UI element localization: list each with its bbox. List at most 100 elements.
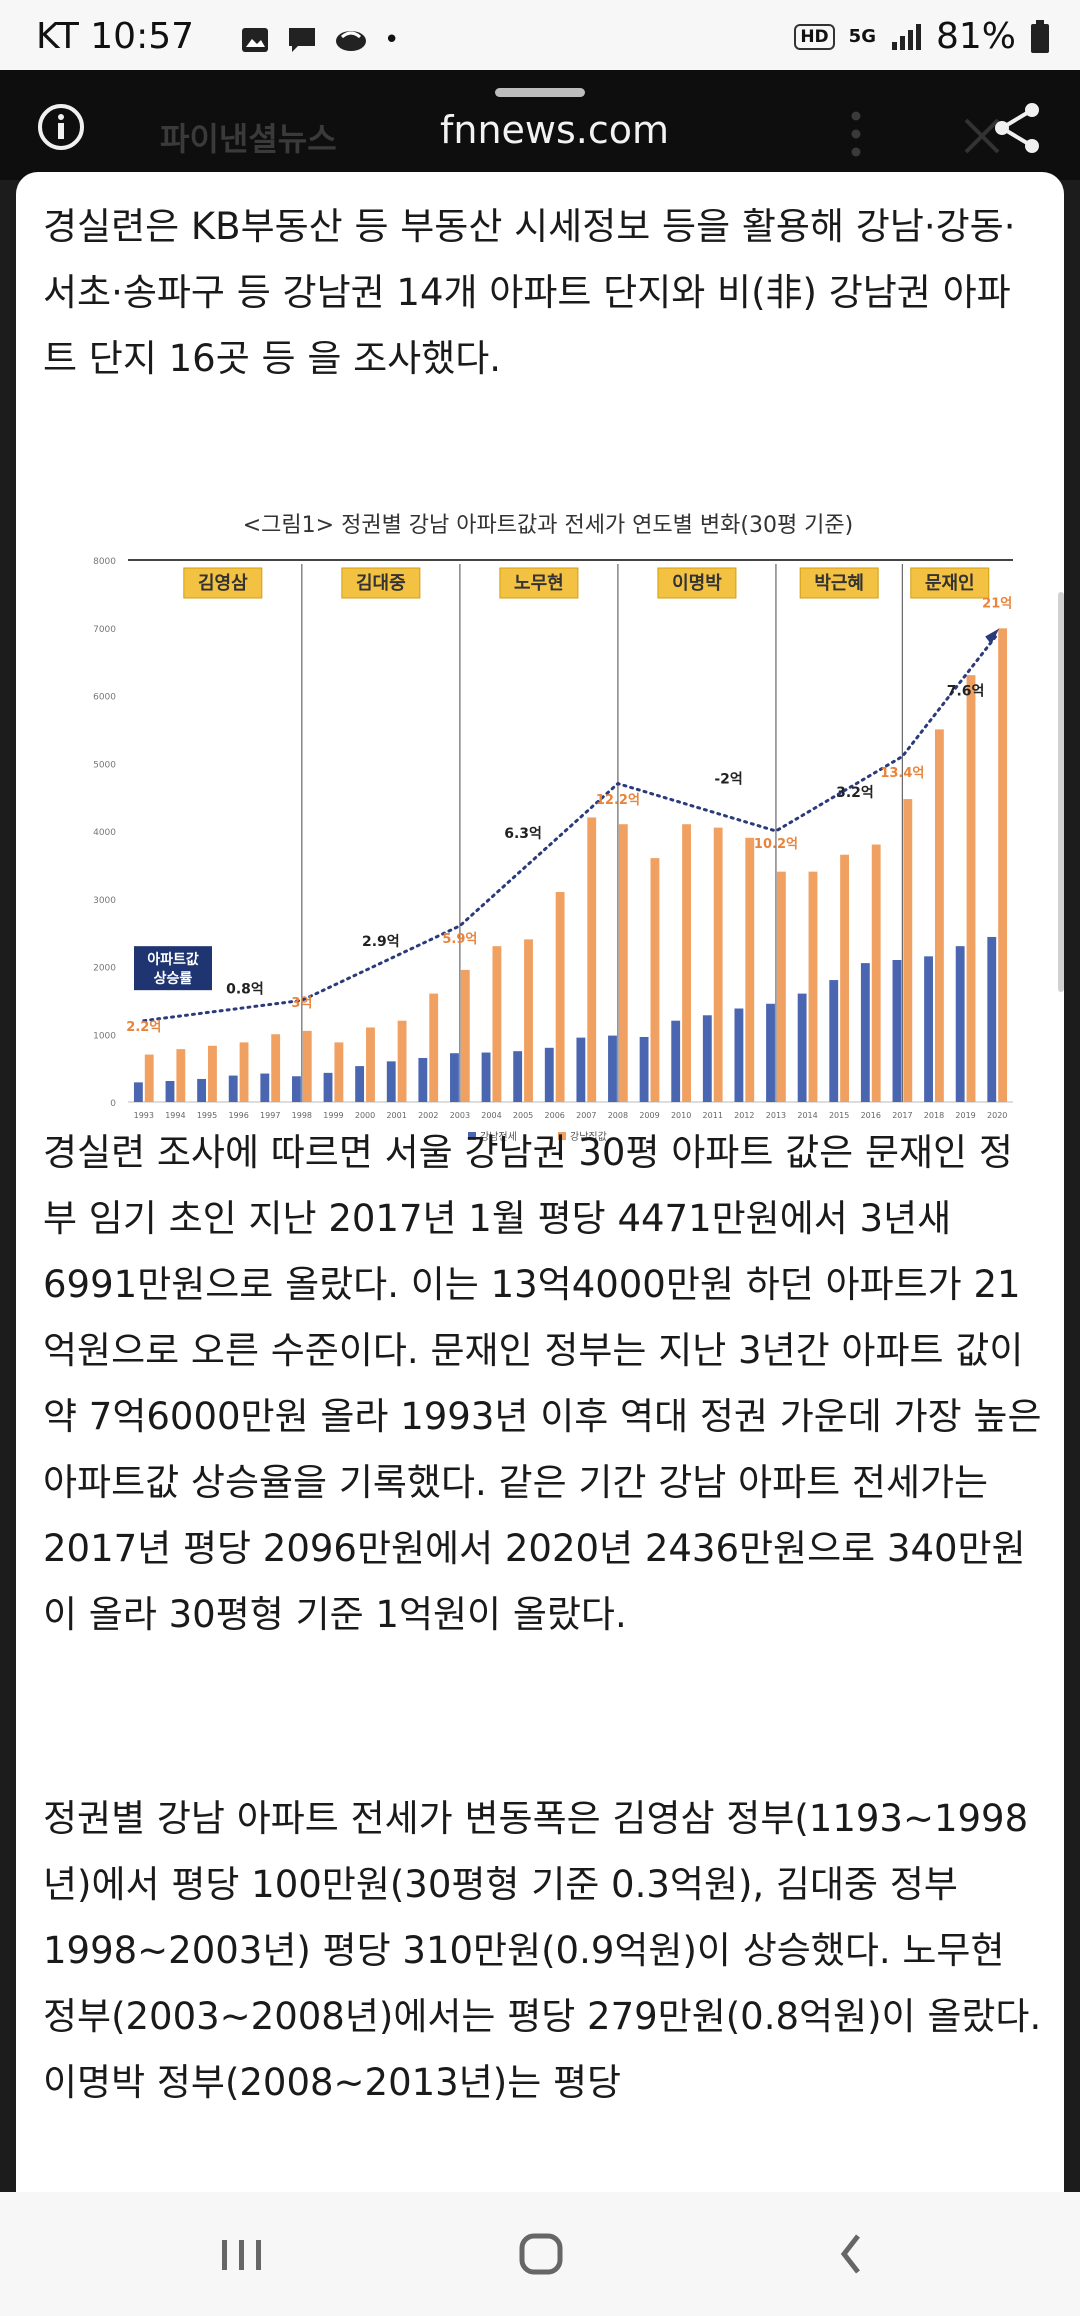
x-tick-label: 2016: [861, 1111, 881, 1120]
bar-jeonse: [576, 1037, 586, 1102]
home-icon[interactable]: [518, 2222, 566, 2282]
era-label: 이명박: [672, 573, 722, 594]
era-box: [910, 567, 990, 599]
bar-jeonse: [766, 1003, 775, 1102]
more-notifications-dot: •: [384, 25, 400, 55]
gain-label: 3.2억: [836, 785, 874, 801]
bar-jeonse: [291, 1076, 301, 1102]
bar-jeonse: [386, 1061, 396, 1102]
x-tick-label: 1993: [134, 1111, 154, 1120]
bar-price: [334, 1042, 344, 1102]
drag-handle[interactable]: [495, 88, 585, 97]
bar-jeonse: [355, 1066, 365, 1102]
bar-price: [366, 1027, 375, 1102]
bar-jeonse: [639, 1036, 649, 1102]
article-paragraph-2: 경실련 조사에 따르면 서울 강남권 30평 아파트 값은 문재인 정부 임기 …: [43, 1131, 1042, 1636]
bar-jeonse: [450, 1053, 459, 1102]
x-tick-label: 1994: [165, 1111, 185, 1120]
bar-jeonse: [892, 959, 902, 1102]
share-icon[interactable]: [990, 100, 1046, 156]
bar-price: [618, 824, 628, 1102]
bar-jeonse: [860, 963, 870, 1102]
bar-price: [840, 854, 850, 1102]
x-tick-label: 1998: [292, 1111, 312, 1120]
x-tick-label: 2004: [481, 1111, 501, 1120]
trend-arrowhead: [985, 628, 1000, 645]
site-name: 파이낸셜뉴스: [160, 120, 337, 158]
bar-jeonse: [260, 1073, 270, 1102]
back-icon[interactable]: [830, 2222, 870, 2282]
x-tick-label: 2002: [418, 1111, 438, 1120]
y-tick-label: 4000: [93, 828, 116, 838]
article-paragraph-3: 정권별 강남 아파트 전세가 변동폭은 김영삼 정부(1193~1998년)에서…: [43, 1797, 1042, 2104]
scrollbar-thumb[interactable]: [1058, 592, 1064, 992]
era-box: [499, 567, 579, 599]
bar-price: [429, 993, 439, 1102]
bar-jeonse: [323, 1072, 333, 1102]
x-tick-label: 2006: [545, 1111, 565, 1120]
rise-rate-badge-label: 아파트값: [147, 951, 199, 968]
url-domain[interactable]: fnnews.com: [440, 108, 670, 152]
x-tick-label: 2001: [386, 1111, 406, 1120]
info-icon[interactable]: [36, 102, 86, 152]
bar-price: [587, 817, 597, 1102]
bar-price: [239, 1042, 249, 1102]
gain-label: 6.3억: [504, 826, 542, 842]
legend-swatch: [468, 1132, 476, 1140]
x-tick-label: 1995: [197, 1111, 217, 1120]
bar-jeonse: [418, 1057, 428, 1102]
signal-icon: [891, 23, 921, 50]
y-tick-label: 1000: [93, 1031, 116, 1041]
bar-price: [144, 1054, 154, 1102]
rise-rate-badge-label: 상승률: [154, 970, 193, 987]
bar-price: [397, 1020, 407, 1102]
y-tick-label: 5000: [93, 760, 116, 770]
x-tick-label: 1997: [260, 1111, 280, 1120]
bar-jeonse: [481, 1052, 491, 1102]
battery-icon: [1031, 19, 1049, 53]
bar-price: [808, 871, 818, 1102]
chart-title: <그림1> 정권별 강남 아파트값과 전세가 연도별 변화(30평 기준): [243, 513, 854, 538]
bar-price: [492, 946, 502, 1102]
gain-label: 0.8억: [226, 982, 264, 998]
bar-jeonse: [702, 1015, 712, 1102]
bar-price: [682, 824, 691, 1102]
x-tick-label: 2015: [829, 1111, 849, 1120]
x-tick-label: 2013: [766, 1111, 786, 1120]
x-tick-label: 1996: [228, 1111, 248, 1120]
carrier-label: KT: [36, 16, 79, 57]
bar-price: [745, 837, 755, 1102]
gallery-icon: [242, 28, 268, 52]
notification-icons: •: [240, 20, 399, 60]
bar-jeonse: [228, 1075, 238, 1102]
y-tick-label: 2000: [93, 964, 116, 974]
bar-jeonse: [987, 936, 997, 1102]
gain-label: 2.9억: [362, 934, 400, 950]
status-bar: KT 10:57 • HD 5G 81%: [0, 0, 1080, 70]
bar-price: [713, 827, 723, 1102]
bar-jeonse: [734, 1008, 744, 1102]
more-options-icon[interactable]: [850, 110, 862, 160]
bar-jeonse: [165, 1080, 175, 1102]
bar-price: [555, 891, 565, 1102]
gain-label: -2억: [714, 772, 742, 788]
recent-apps-icon[interactable]: [220, 2222, 264, 2282]
carrier-time: KT 10:57: [36, 16, 194, 57]
y-tick-label: 8000: [93, 557, 116, 567]
price-label: 21억: [982, 596, 1012, 611]
price-label: 2.2억: [126, 1020, 161, 1035]
x-tick-label: 2010: [671, 1111, 691, 1120]
era-label: 김대중: [356, 573, 406, 594]
x-tick-label: 2018: [924, 1111, 944, 1120]
x-tick-label: 2007: [576, 1111, 596, 1120]
price-label: 3억: [291, 996, 312, 1011]
y-tick-label: 0: [110, 1099, 116, 1109]
x-tick-label: 1999: [323, 1111, 343, 1120]
price-label: 12.2억: [596, 793, 640, 808]
close-icon[interactable]: [962, 116, 1002, 156]
bar-jeonse: [197, 1078, 207, 1102]
legend-swatch: [558, 1132, 566, 1140]
bar-price: [271, 1034, 281, 1102]
legend-label: 강남집값: [570, 1131, 607, 1143]
system-indicators: HD 5G 81%: [794, 16, 1050, 57]
